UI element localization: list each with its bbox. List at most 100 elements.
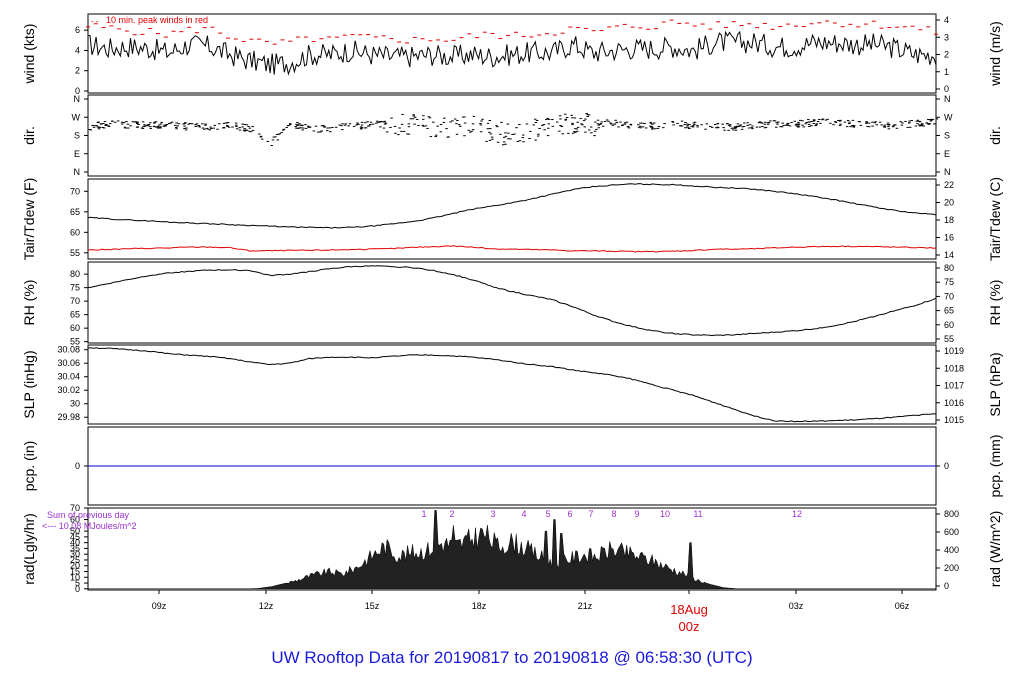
radiation-area [87,510,937,590]
footer-title: UW Rooftop Data for 20190817 to 20190818… [271,648,753,667]
y-tick-label-right: 0 [944,581,949,591]
y-tick-label: 70 [70,503,80,513]
y-tick-label-right: 65 [944,306,954,316]
y-tick-label-right: 1015 [944,415,964,425]
y-tick-label: 6 [75,25,80,35]
panel-frame [87,178,937,260]
y-tick-label: 0 [75,86,80,96]
series-line-0 [88,347,937,423]
y-tick-label: 45 [70,532,80,542]
y-tick-label-right: 3 [944,32,949,42]
y-tick-label: 65 [70,207,80,217]
panel-4: SLP (inHg) SLP (hPa) 29.98 30 30.02 30.04 30.0… [21,344,1003,425]
y-tick-label: 55 [70,337,80,347]
y-tick-label: 65 [70,310,80,320]
y-tick-label-right: 1016 [944,398,964,408]
y-tick-label: 55 [70,248,80,258]
hour-marker: 11 [693,509,702,519]
y-axis-label-right: pcp. (mm) [987,435,1003,498]
y-tick-label-right: 0 [944,461,949,471]
y-tick-label: 0 [75,461,80,471]
x-tick-label: 00z [679,619,700,634]
hour-marker: 10 [660,509,670,519]
panel-frame [87,94,937,177]
y-tick-label: 10 [70,572,80,582]
hour-marker: 9 [634,509,639,519]
y-tick-label-right: 14 [944,250,954,260]
y-tick-label: 20 [70,561,80,571]
panel-frame [87,507,937,591]
y-tick-label-right: 200 [944,563,959,573]
y-tick-label: 30 [70,399,80,409]
hour-marker: 7 [588,509,593,519]
x-date-label: 18Aug [670,602,708,617]
y-tick-label-right: 75 [944,277,954,287]
panel-frame [87,13,937,94]
y-axis-label-right: Tair/Tdew (C) [987,177,1003,261]
peak-legend-mark: - - [91,17,99,26]
y-tick-label-right: 4 [944,15,949,25]
y-tick-label-right: 20 [944,198,954,208]
y-axis-label: rad(Lgly/hr) [21,513,37,585]
y-tick-label: 15 [70,567,80,577]
y-tick-label-right: 0 [944,84,949,94]
y-tick-label: 30 [70,549,80,559]
y-tick-label-right: 1 [944,67,949,77]
y-tick-label-right: 1019 [944,346,964,356]
panel-3: RH (%) RH (%) 55 60 65 70 75 80 55 60 65 70 75 80 [21,261,1003,347]
y-tick-label-right: 16 [944,233,954,243]
y-tick-label: W [72,112,81,122]
y-axis-label-right: dir. [987,126,1003,145]
y-tick-label: 35 [70,543,80,553]
hour-marker: 12 [792,509,802,519]
hour-marker: 3 [490,509,495,519]
y-tick-label: 25 [70,555,80,565]
y-tick-label-right: 18 [944,215,954,225]
x-tick-label: 18z [472,601,487,611]
y-tick-label: 70 [70,186,80,196]
y-tick-label: 29.98 [57,412,80,422]
y-tick-label-right: 800 [944,509,959,519]
direction-marks [88,113,939,147]
y-tick-label: 70 [70,296,80,306]
panel-frame [87,344,937,425]
y-tick-label-right: 600 [944,527,959,537]
hour-marker: 1 [421,509,426,519]
hour-marker: 5 [545,509,550,519]
y-tick-label: 30.04 [57,372,80,382]
y-axis-label-right: SLP (hPa) [987,352,1003,416]
hour-marker: 2 [449,509,454,519]
y-tick-label-right: S [944,131,950,141]
y-tick-label: 30.06 [57,358,80,368]
y-tick-label-right: 22 [944,180,954,190]
panel-6: rad(Lgly/hr) rad (W/m^2)05101520253035404… [21,503,1003,594]
x-tick-label: 21z [578,601,593,611]
y-tick-label: 80 [70,269,80,279]
y-tick-label: 60 [70,323,80,333]
y-tick-label: S [74,131,80,141]
y-tick-label-right: 2 [944,50,949,60]
time-axis: 09z 12z 15z 18z 21z 18Aug 00z 03z 06z [152,590,910,634]
radiation-sum-label: Sum of previous day [47,510,130,520]
y-axis-label-right: RH (%) [987,280,1003,326]
y-tick-label: 75 [70,283,80,293]
y-tick-label: E [74,149,80,159]
panel-0: wind (kts) wind (m/s) 0 2 4 6 0 1 2 3 4 - - 10 min. … [21,13,1003,96]
y-tick-label: 30.02 [57,385,80,395]
hour-marker: 6 [567,509,572,519]
y-axis-label-right: rad (W/m^2) [987,511,1003,588]
y-axis-label: SLP (inHg) [21,350,37,418]
series-line-1 [87,245,937,253]
panel-5: pcp. (in) pcp. (mm) 0 0 [21,426,1003,506]
y-axis-label: RH (%) [21,280,37,326]
wind-series [87,30,937,76]
y-tick-label-right: 70 [944,291,954,301]
y-axis-label: wind (kts) [21,24,37,85]
y-tick-label: 5 [75,578,80,588]
panel-1: dir. dir.N NE ES SW WN N [21,94,1003,177]
y-tick-label-right: 1018 [944,363,964,373]
series-line-0 [87,183,937,229]
